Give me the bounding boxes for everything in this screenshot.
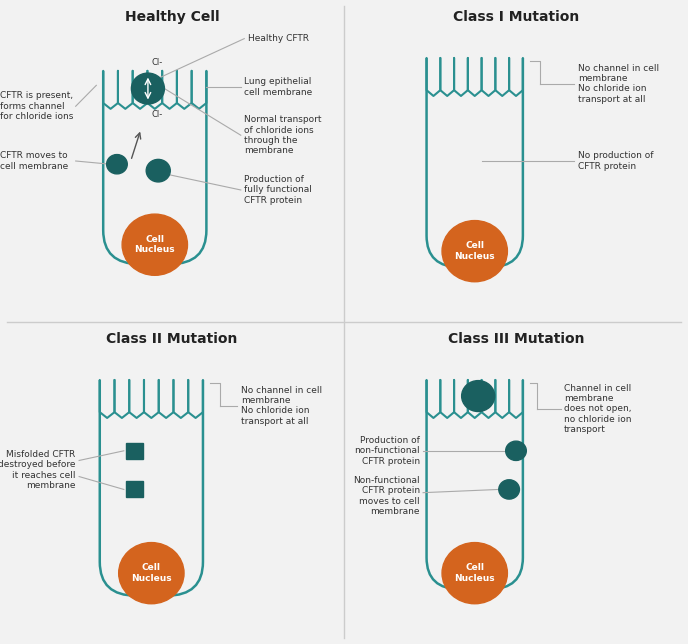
Text: Cl-: Cl- bbox=[151, 110, 162, 119]
Text: Healthy Cell: Healthy Cell bbox=[125, 10, 219, 24]
Text: Channel in cell
membrane
does not open,
no chloride ion
transport: Channel in cell membrane does not open, … bbox=[564, 384, 632, 434]
Text: Cell
Nucleus: Cell Nucleus bbox=[131, 564, 172, 583]
Text: Normal transport
of chloride ions
through the
membrane: Normal transport of chloride ions throug… bbox=[244, 115, 322, 155]
Text: Class I Mutation: Class I Mutation bbox=[453, 10, 579, 24]
Circle shape bbox=[462, 381, 495, 412]
Circle shape bbox=[442, 542, 508, 604]
Circle shape bbox=[442, 220, 508, 282]
Circle shape bbox=[506, 441, 526, 460]
Text: Cl-: Cl- bbox=[151, 58, 162, 67]
Bar bbox=[125, 482, 143, 497]
Circle shape bbox=[122, 214, 187, 276]
Text: Cell
Nucleus: Cell Nucleus bbox=[454, 242, 495, 261]
Text: No channel in cell
membrane
No chloride ion
transport at all: No channel in cell membrane No chloride … bbox=[578, 64, 659, 104]
Text: Cell
Nucleus: Cell Nucleus bbox=[134, 235, 175, 254]
Text: Cell
Nucleus: Cell Nucleus bbox=[454, 564, 495, 583]
Text: Production of
non-functional
CFTR protein: Production of non-functional CFTR protei… bbox=[354, 436, 420, 466]
Text: No production of
CFTR protein: No production of CFTR protein bbox=[578, 151, 654, 171]
Text: Class II Mutation: Class II Mutation bbox=[107, 332, 237, 346]
Bar bbox=[125, 443, 143, 459]
Text: Healthy CFTR: Healthy CFTR bbox=[248, 34, 309, 43]
Text: Misfolded CFTR
destroyed before
it reaches cell
membrane: Misfolded CFTR destroyed before it reach… bbox=[0, 450, 76, 490]
Circle shape bbox=[119, 542, 184, 604]
Text: Lung epithelial
cell membrane: Lung epithelial cell membrane bbox=[244, 77, 312, 97]
Circle shape bbox=[131, 73, 164, 104]
Text: Production of
fully functional
CFTR protein: Production of fully functional CFTR prot… bbox=[244, 175, 312, 205]
Text: CFTR is present,
forms channel
for chloride ions: CFTR is present, forms channel for chlor… bbox=[0, 91, 74, 121]
Text: CFTR moves to
cell membrane: CFTR moves to cell membrane bbox=[0, 151, 68, 171]
Circle shape bbox=[499, 480, 519, 499]
Circle shape bbox=[147, 160, 171, 182]
Text: No channel in cell
membrane
No chloride ion
transport at all: No channel in cell membrane No chloride … bbox=[241, 386, 322, 426]
Text: Non-functional
CFTR protein
moves to cell
membrane: Non-functional CFTR protein moves to cel… bbox=[353, 476, 420, 516]
Text: Class III Mutation: Class III Mutation bbox=[448, 332, 584, 346]
Circle shape bbox=[107, 155, 127, 174]
